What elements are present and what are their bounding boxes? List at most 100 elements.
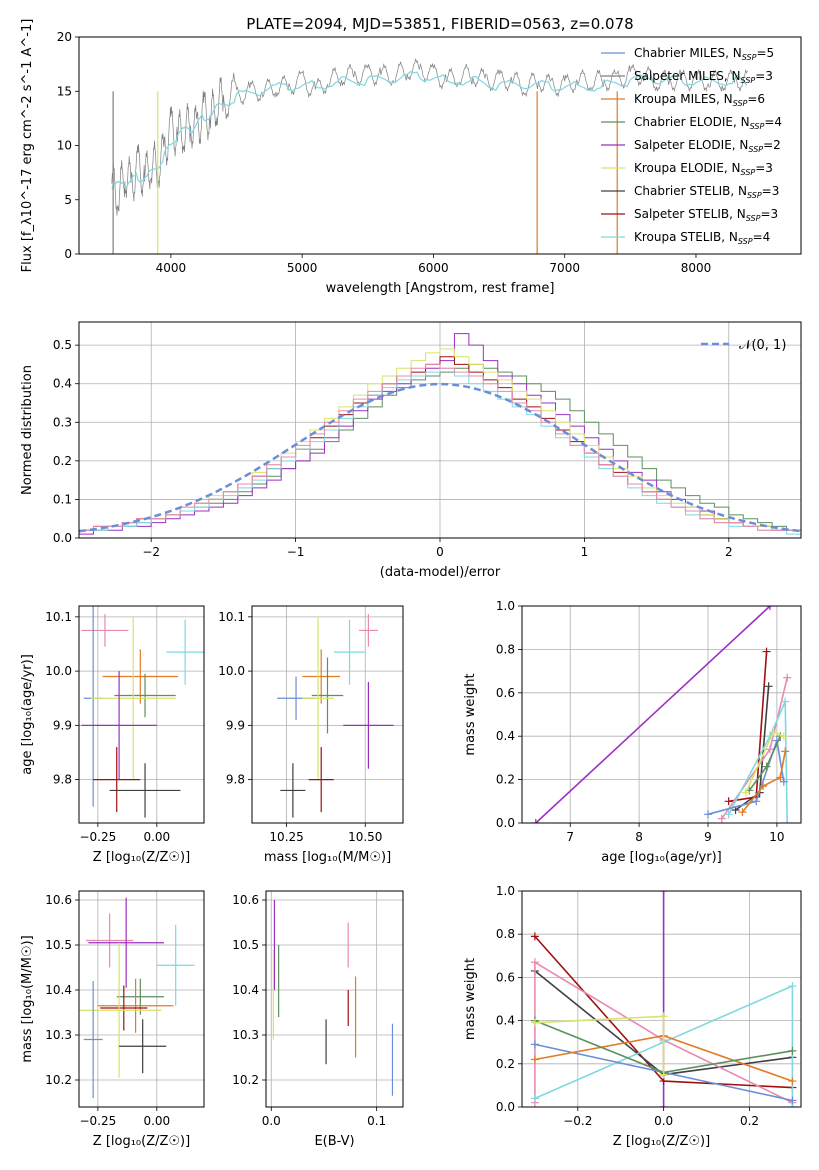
- tick-label-x: −0.2: [563, 1114, 592, 1128]
- x-axis-label: Z [log₁₀(Z/Z☉)]: [613, 1134, 710, 1149]
- weight-marker: [788, 1077, 797, 1086]
- weight-marker: [788, 982, 797, 991]
- weight-marker: [788, 1096, 797, 1105]
- weight-marker: [781, 747, 790, 756]
- weight-marker: [788, 1046, 797, 1055]
- axes-frame: [78, 890, 205, 1108]
- spectrum-series-data: [111, 58, 748, 216]
- tick-label-y: 9.9: [53, 718, 72, 732]
- tick-label-x: 0.1: [367, 1114, 386, 1128]
- axes-frame: [78, 605, 205, 824]
- tick-label-x: 0: [436, 545, 444, 559]
- legend-entry: Kroupa ELODIE, NSSP=3: [634, 161, 773, 177]
- plot-area: [530, 891, 797, 1107]
- plot-area: [111, 58, 748, 254]
- tick-label-x: 8: [635, 830, 643, 844]
- weight-marker: [781, 697, 790, 706]
- tick-label-y: 10.6: [232, 893, 259, 907]
- tick-label-x: −0.25: [79, 1114, 116, 1128]
- y-axis-label: mass weight: [463, 958, 478, 1040]
- legend-entry: Salpeter MILES, NSSP=3: [634, 69, 773, 85]
- tick-label-y: 9.8: [53, 773, 72, 787]
- tick-label-y: 1.0: [496, 884, 515, 898]
- tick-label-y: 10.2: [45, 1073, 72, 1087]
- panel-weight_vs_age: 7 8 9 10 0.0 0.2 0.4 0.6 0.8 1.0 age [log₁₀(age/yr…: [463, 599, 802, 865]
- plot-area: [81, 606, 204, 818]
- plot-area: [531, 606, 792, 823]
- tick-label-x: 4000: [156, 261, 187, 275]
- tick-label-x: 10.25: [269, 830, 303, 844]
- tick-label-x: 2: [725, 545, 733, 559]
- tick-label-y: 0.0: [496, 816, 515, 830]
- legend-entry: Salpeter ELODIE, NSSP=2: [634, 138, 781, 154]
- tick-label-y: 9.9: [226, 718, 245, 732]
- tick-label-y: 0.1: [53, 492, 72, 506]
- spectrum-title: PLATE=2094, MJD=53851, FIBERID=0563, z=0…: [246, 15, 633, 33]
- tick-label-y: 0: [64, 247, 72, 261]
- weight-marker: [762, 762, 771, 771]
- weight-line-chabrier_miles: [707, 740, 785, 816]
- weight-marker: [759, 782, 768, 791]
- tick-label-y: 0.3: [53, 415, 72, 429]
- weight-marker: [530, 1094, 539, 1103]
- x-axis-label: wavelength [Angstrom, rest frame]: [326, 281, 555, 296]
- tick-label-y: 0.6: [496, 686, 515, 700]
- tick-label-y: 0.4: [53, 377, 72, 391]
- y-axis-label: Flux [f_λ10^-17 erg cm^-2 s^-1 A^-1]: [20, 19, 35, 273]
- weight-marker: [659, 1070, 668, 1079]
- tick-label-x: 6000: [418, 261, 449, 275]
- tick-label-y: 10: [57, 139, 72, 153]
- x-axis-label: E(B-V): [314, 1134, 354, 1149]
- axes-frame: [78, 36, 802, 255]
- tick-label-x: 0.00: [143, 1114, 170, 1128]
- x-axis-label: mass [log₁₀(M/M☉)]: [264, 850, 391, 865]
- weight-marker: [704, 810, 712, 819]
- weight-marker: [752, 797, 761, 806]
- plot-area: [277, 614, 394, 818]
- weight-line-kroupa_stelib: [727, 701, 788, 823]
- tick-label-y: 0.0: [53, 531, 72, 545]
- tick-label-y: 0.4: [496, 1014, 515, 1028]
- panel-mass_vs_Z: −0.25 0.00 10.2 10.3 10.4 10.5 10.6 Z [log₁₀(Z/…: [20, 890, 205, 1149]
- panel-age_vs_mass: 10.25 10.50 9.8 9.9 10.0 10.1 mass [log₁₀(M/M☉…: [218, 605, 404, 865]
- tick-label-y: 9.8: [226, 773, 245, 787]
- weight-marker: [531, 819, 540, 823]
- weight-marker: [738, 808, 747, 817]
- weight-marker: [779, 732, 788, 741]
- x-axis-label: (data-model)/error: [380, 565, 501, 580]
- tick-label-y: 0.2: [53, 454, 72, 468]
- tick-label-y: 0.6: [496, 970, 515, 984]
- tick-label-y: 0.5: [53, 338, 72, 352]
- weight-marker: [724, 797, 733, 806]
- weight-marker: [762, 647, 771, 656]
- tick-label-y: 1.0: [496, 599, 515, 613]
- gaussian-curve: [79, 382, 801, 533]
- y-axis-label: mass [log₁₀(M/M☉)]: [20, 935, 35, 1062]
- axes-frame: [251, 605, 404, 824]
- plot-area: [79, 333, 801, 538]
- plot-area: [79, 897, 195, 1098]
- axes-frame: [521, 605, 802, 824]
- weight-marker: [783, 673, 792, 682]
- weight-marker: [783, 819, 792, 823]
- tick-label-x: 10.50: [348, 830, 382, 844]
- x-axis-label: age [log₁₀(age/yr)]: [601, 850, 722, 865]
- tick-label-x: 10: [769, 830, 784, 844]
- weight-marker: [776, 773, 785, 782]
- tick-label-y: 0.8: [496, 642, 515, 656]
- tick-label-y: 5: [64, 193, 72, 207]
- tick-label-y: 10.0: [218, 664, 245, 678]
- legend-entry: Salpeter STELIB, NSSP=3: [634, 207, 778, 223]
- tick-label-x: 0.0: [654, 1114, 673, 1128]
- axes-frame: [78, 321, 802, 539]
- weight-marker: [724, 810, 733, 819]
- tick-label-y: 10.5: [45, 938, 72, 952]
- y-axis-label: age [log₁₀(age/yr)]: [20, 654, 35, 775]
- tick-label-y: 10.3: [45, 1028, 72, 1042]
- panel-mass_vs_ebv: 0.0 0.1 10.2 10.3 10.4 10.5 10.6 E(B-V): [232, 890, 404, 1149]
- tick-label-x: 0.2: [740, 1114, 759, 1128]
- weight-line-kroupa_stelib: [534, 984, 794, 1107]
- weight-line-pink: [534, 960, 793, 1104]
- tick-label-x: 1: [581, 545, 589, 559]
